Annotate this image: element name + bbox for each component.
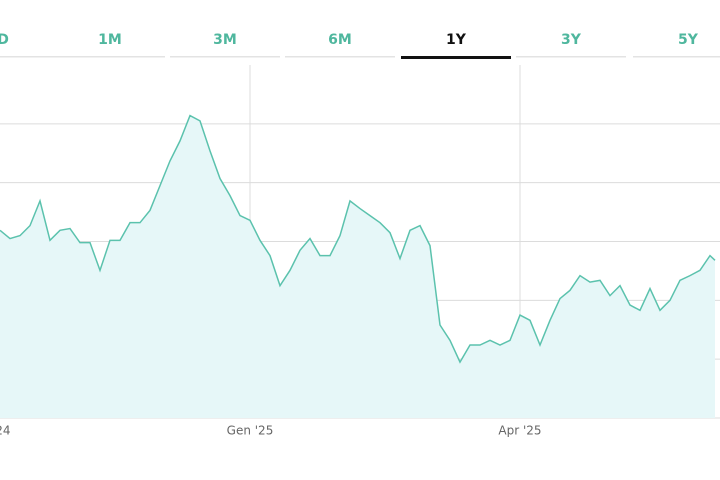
tab-underline [516,56,626,58]
price-line [0,114,716,364]
tab-underline [401,56,511,59]
x-tick-label: Gen '25 [227,424,274,438]
tab-underline [170,56,280,58]
tab[interactable]: 6M [328,32,352,48]
tab[interactable]: 5Y [678,32,699,48]
tab-underline [285,56,395,58]
tab[interactable]: 1M [98,32,122,48]
x-tick-label: Apr '25 [498,424,541,438]
tab-underline [633,56,720,58]
tab[interactable]: 3Y [561,32,582,48]
tab-underline [0,56,55,58]
tab-underline [55,56,165,58]
x-tick-label: '24 [0,424,11,438]
tab[interactable]: 3M [213,32,237,48]
area [0,115,715,418]
tab[interactable]: 1Y [446,32,467,48]
tab[interactable]: D [0,32,9,48]
